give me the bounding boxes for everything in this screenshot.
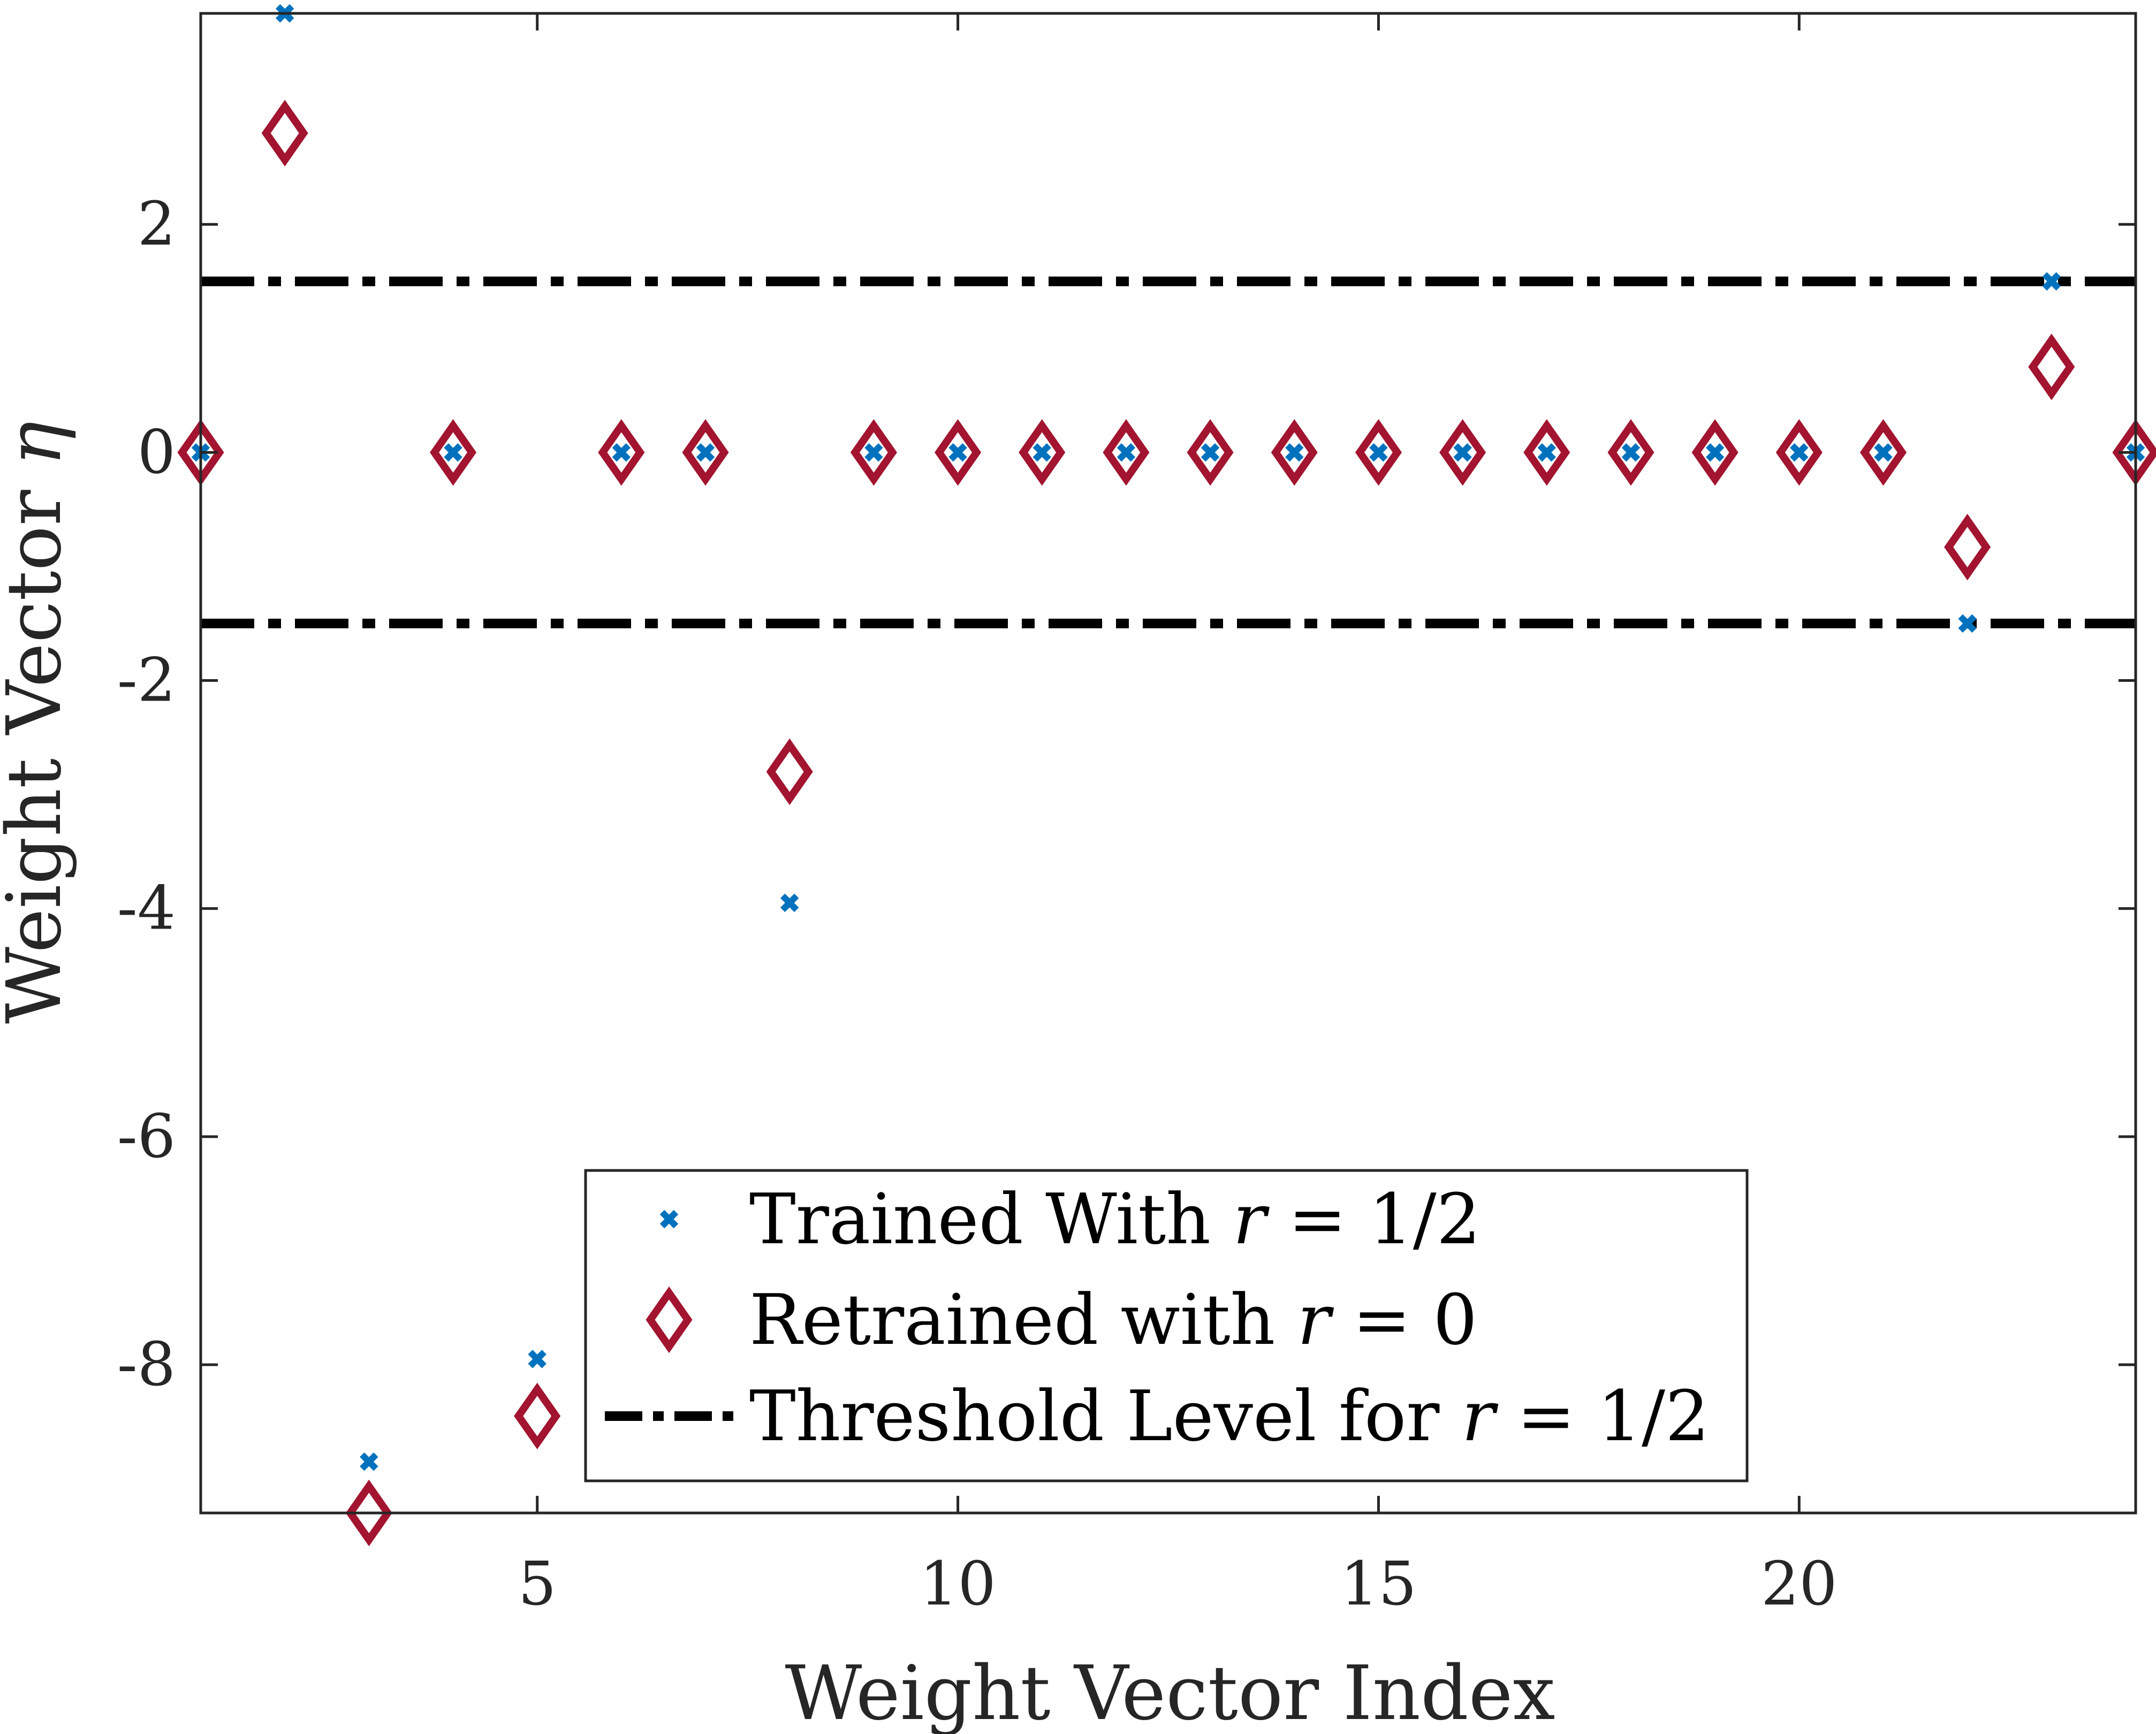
trained-point-21-glyph (1874, 443, 1893, 462)
y-axis-title-text: Weight Vector (0, 466, 78, 1024)
trained-point-6 (612, 443, 631, 462)
trained-point-8-glyph (780, 893, 799, 912)
trained-point-11 (1033, 443, 1051, 462)
legend-label-retrained: Retrained with r = 0 (749, 1279, 1477, 1360)
legend-label-retrained-var: r (1297, 1279, 1334, 1360)
retrained-point-14 (1271, 419, 1318, 486)
y-axis-title: Weight Vector η (0, 421, 78, 1024)
trained-point-9-glyph (864, 443, 883, 462)
retrained-point-22 (1944, 514, 1991, 581)
y-tick-label--8: -8 (117, 1330, 176, 1400)
retrained-point-15 (1355, 419, 1402, 486)
retrained-point-10 (935, 419, 982, 486)
trained-point-22 (1958, 614, 1977, 633)
trained-point-5 (528, 1350, 546, 1368)
retrained-point-3 (345, 1479, 392, 1547)
trained-point-17-glyph (1537, 443, 1557, 462)
y-tick-label--6: -6 (117, 1102, 176, 1172)
retrained-point-12 (1103, 419, 1150, 486)
retrained-point-23 (2028, 333, 2075, 400)
trained-point-4 (444, 443, 462, 462)
axes-box (199, 12, 2137, 1515)
y-tick-label--2: -2 (117, 646, 176, 716)
retrained-point-19 (1691, 419, 1739, 486)
retrained-point-21 (1859, 419, 1907, 486)
retrained-point-20 (1775, 419, 1823, 486)
trained-point-5-glyph (528, 1350, 546, 1368)
trained-point-21 (1874, 443, 1893, 462)
trained-point-4-glyph (444, 443, 462, 462)
legend-symbol-retrained (646, 1286, 693, 1353)
legend-label-trained-rest: = 1/2 (1266, 1178, 1481, 1260)
y-tick-label-2: 2 (138, 189, 176, 259)
trained-point-20 (1790, 443, 1809, 462)
retrained-point-17 (1523, 419, 1570, 486)
trained-point-13-glyph (1201, 443, 1220, 462)
retrained-point-6 (598, 419, 645, 486)
trained-point-12 (1117, 443, 1136, 462)
y-tick-label-0: 0 (138, 417, 176, 487)
trained-point-7 (696, 443, 715, 462)
trained-point-14-glyph (1285, 443, 1304, 462)
trained-point-13 (1201, 443, 1220, 462)
retrained-point-9 (850, 419, 897, 486)
retrained-point-2 (261, 100, 308, 166)
trained-point-15 (1369, 443, 1388, 462)
retrained-point-18 (1607, 419, 1654, 486)
trained-point-18 (1621, 443, 1641, 462)
trained-point-6-glyph (612, 443, 631, 462)
trained-point-3 (360, 1452, 378, 1471)
retrained-point-4 (429, 419, 477, 486)
x-tick-label-10: 10 (920, 1549, 996, 1619)
x-tick-label-5: 5 (518, 1549, 556, 1619)
trained-point-20-glyph (1790, 443, 1809, 462)
x-axis-title: Weight Vector Index (785, 1650, 1555, 1734)
trained-point-19 (1705, 443, 1725, 462)
trained-point-9 (864, 443, 883, 462)
legend-label-trained-text: Trained With (749, 1178, 1233, 1260)
trained-point-15-glyph (1369, 443, 1388, 462)
legend-symbol-trained-glyph (659, 1210, 679, 1229)
legend-label-trained: Trained With r = 1/2 (749, 1178, 1481, 1260)
legend-label-trained-var: r (1233, 1178, 1270, 1260)
trained-point-23-glyph (2042, 272, 2061, 291)
trained-point-12-glyph (1117, 443, 1136, 462)
trained-point-18-glyph (1621, 443, 1641, 462)
trained-point-16-glyph (1453, 443, 1472, 462)
legend-label-threshold-text: Threshold Level for (749, 1375, 1462, 1457)
legend-label-threshold-rest: = 1/2 (1495, 1375, 1710, 1457)
trained-point-10 (948, 443, 967, 462)
trained-point-8 (780, 893, 799, 912)
retrained-point-8 (766, 738, 813, 805)
legend-box (584, 1169, 1749, 1482)
trained-point-16 (1453, 443, 1472, 462)
x-tick-label-15: 15 (1340, 1549, 1417, 1619)
trained-point-10-glyph (948, 443, 967, 462)
plot-area (177, 4, 2156, 1547)
y-axis-title-symbol: η (0, 421, 78, 466)
trained-point-23 (2042, 272, 2061, 291)
retrained-point-11 (1019, 419, 1066, 486)
trained-point-19-glyph (1705, 443, 1725, 462)
trained-point-11-glyph (1033, 443, 1051, 462)
trained-point-22-glyph (1958, 614, 1977, 633)
trained-point-14 (1285, 443, 1304, 462)
x-tick-label-20: 20 (1761, 1549, 1838, 1619)
trained-point-17 (1537, 443, 1557, 462)
retrained-point-5 (514, 1382, 561, 1450)
y-tick-label--4: -4 (117, 874, 176, 944)
legend-symbol-trained (659, 1210, 679, 1229)
legend-label-threshold: Threshold Level for r = 1/2 (749, 1375, 1710, 1457)
retrained-point-13 (1187, 419, 1234, 486)
retrained-point-7 (682, 419, 729, 486)
trained-point-7-glyph (696, 443, 715, 462)
legend-label-retrained-rest: = 0 (1331, 1279, 1477, 1360)
legend-label-retrained-text: Retrained with (749, 1279, 1297, 1360)
trained-point-3-glyph (360, 1452, 378, 1471)
retrained-point-16 (1439, 419, 1486, 486)
legend-label-threshold-var: r (1462, 1375, 1499, 1457)
